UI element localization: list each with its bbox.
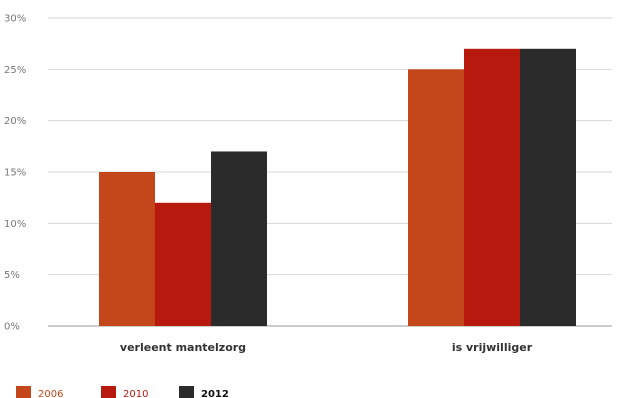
category-label: verleent mantelzorg [120, 341, 246, 354]
legend: 2006 2010 2012 [16, 386, 229, 398]
bar-2010-1 [464, 48, 520, 327]
y-tick-label: 15% [4, 168, 26, 179]
y-axis-ticks: 0% 5% 10% 15% 20% 25% 30% [4, 14, 26, 333]
bar-2006-1 [408, 69, 464, 326]
legend-label: 2012 [201, 389, 229, 398]
category-label: is vrijwilliger [452, 341, 533, 354]
x-axis-categories: verleent mantelzorg is vrijwilliger [120, 341, 533, 354]
legend-label: 2010 [123, 389, 148, 398]
y-tick-label: 10% [4, 219, 26, 230]
legend-swatch [179, 386, 194, 398]
y-tick-label: 25% [4, 65, 26, 76]
bar-2012-0 [211, 151, 267, 326]
bars [99, 48, 576, 327]
bar-2010-0 [155, 202, 211, 326]
y-tick-label: 30% [4, 14, 26, 25]
y-tick-label: 20% [4, 116, 26, 127]
bar-2006-0 [99, 172, 155, 326]
legend-swatch [101, 386, 116, 398]
legend-swatch [16, 386, 31, 398]
legend-label: 2006 [38, 389, 63, 398]
y-tick-label: 5% [4, 270, 20, 281]
y-tick-label: 0% [4, 322, 20, 333]
bar-2012-1 [520, 48, 576, 327]
